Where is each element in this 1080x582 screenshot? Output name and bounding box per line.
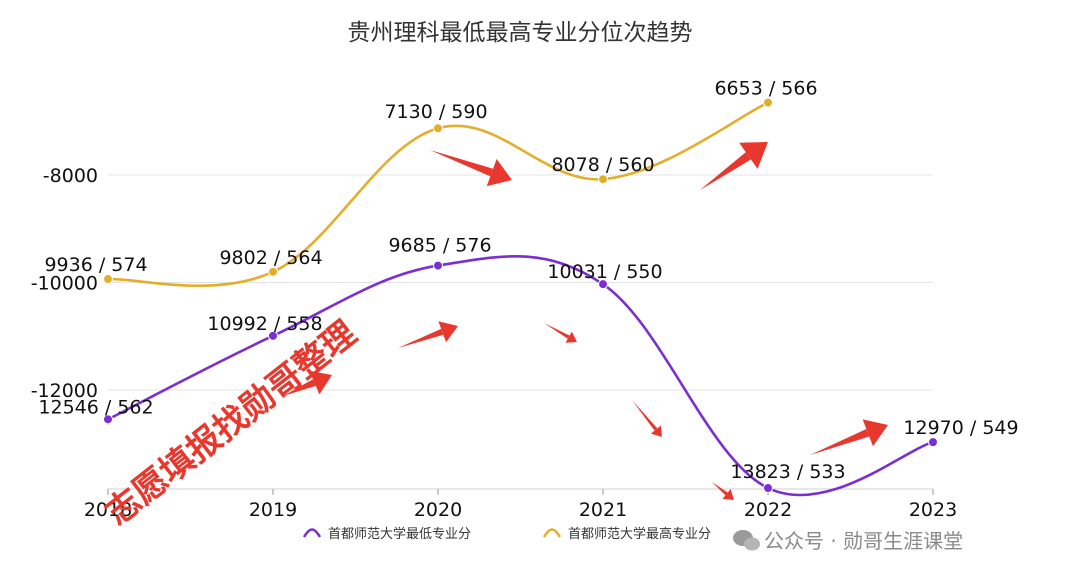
data-label: 6653 / 566 — [714, 78, 817, 100]
data-point[interactable] — [433, 123, 443, 134]
x-tick-label: 2022 — [744, 499, 792, 521]
data-label: 10031 / 550 — [547, 261, 662, 283]
arrow-annotation — [283, 370, 332, 396]
y-tick-label: -10000 — [31, 273, 98, 295]
series-lines: 12546 / 562 10992 / 558 9685 / 576 10031 / … — [38, 78, 1019, 497]
x-tick-label: 2023 — [909, 499, 957, 521]
grid — [108, 174, 933, 490]
data-label: 13823 / 533 — [730, 461, 845, 483]
chart-title: 贵州理科最低最高专业分位次趋势 — [348, 20, 693, 46]
watermark-stamp: 志愿填报找勋哥整理 — [98, 313, 364, 533]
data-label: 10992 / 558 — [207, 313, 322, 335]
arrow-annotation — [700, 142, 768, 190]
arrow-annotation — [544, 323, 577, 343]
arrow-shaft — [283, 379, 316, 396]
arrow-head — [650, 425, 662, 437]
y-tick-label: -8000 — [43, 165, 98, 187]
legend-item[interactable]: 首都师范大学最高专业分 — [542, 526, 711, 542]
arrow-annotation — [810, 419, 888, 455]
data-point[interactable] — [598, 279, 608, 290]
data-point[interactable] — [598, 174, 608, 185]
data-label: 7130 / 590 — [384, 101, 487, 123]
x-axis-ticks: 2018 2019 2020 2021 2022 2023 — [84, 489, 957, 521]
arrow-shaft — [810, 428, 870, 455]
arrow-shaft — [700, 152, 751, 190]
arrow-head — [486, 159, 512, 187]
data-label: 9802 / 564 — [219, 247, 322, 269]
data-point[interactable] — [268, 330, 278, 341]
legend-swatch — [542, 528, 562, 538]
arrow-head — [565, 331, 577, 343]
x-tick-label: 2021 — [579, 499, 627, 521]
data-label: 12546 / 562 — [38, 396, 153, 418]
watermark: 公众号 · 勋哥生涯课堂 — [733, 529, 963, 553]
data-label: 9685 / 576 — [388, 235, 491, 257]
y-axis-ticks: -8000 -10000 -12000 — [31, 165, 98, 402]
arrow-shaft — [398, 328, 444, 348]
data-point[interactable] — [103, 414, 113, 425]
wechat-icon — [733, 530, 760, 551]
data-point[interactable] — [928, 437, 938, 448]
data-point[interactable] — [103, 274, 113, 285]
data-point[interactable] — [433, 260, 443, 271]
arrow-shaft — [712, 482, 728, 496]
x-tick-label: 2019 — [249, 499, 297, 521]
x-tick-label: 2020 — [414, 499, 462, 521]
data-point[interactable] — [763, 97, 773, 108]
legend-label: 首都师范大学最高专业分 — [568, 526, 711, 542]
data-label: 9936 / 574 — [44, 254, 147, 276]
legend-item[interactable]: 首都师范大学最低专业分 — [302, 526, 471, 542]
arrow-shaft — [632, 400, 658, 431]
watermark-text: 公众号 · 勋哥生涯课堂 — [764, 529, 963, 553]
arrow-shaft — [430, 150, 494, 177]
arrow-annotation — [712, 482, 734, 500]
legend-swatch — [302, 528, 322, 538]
annotation-arrows — [283, 142, 888, 500]
data-label: 8078 / 560 — [551, 154, 654, 176]
arrow-head — [862, 419, 888, 447]
arrow-head — [438, 321, 458, 343]
arrow-head — [739, 142, 768, 169]
arrow-head — [309, 370, 332, 395]
x-tick-label: 2018 — [84, 499, 132, 521]
data-label: 12970 / 549 — [903, 417, 1018, 439]
arrow-annotation — [398, 321, 458, 348]
arrow-annotation — [632, 400, 662, 437]
legend[interactable]: 首都师范大学最低专业分 首都师范大学最高专业分 — [302, 526, 711, 542]
arrow-head — [722, 488, 734, 500]
legend-label: 首都师范大学最低专业分 — [328, 526, 471, 542]
arrow-annotation — [430, 150, 512, 187]
series-line — [107, 255, 934, 497]
arrow-shaft — [544, 323, 570, 339]
data-point[interactable] — [268, 266, 278, 277]
y-tick-label: -12000 — [31, 380, 98, 402]
data-point[interactable] — [763, 482, 773, 493]
